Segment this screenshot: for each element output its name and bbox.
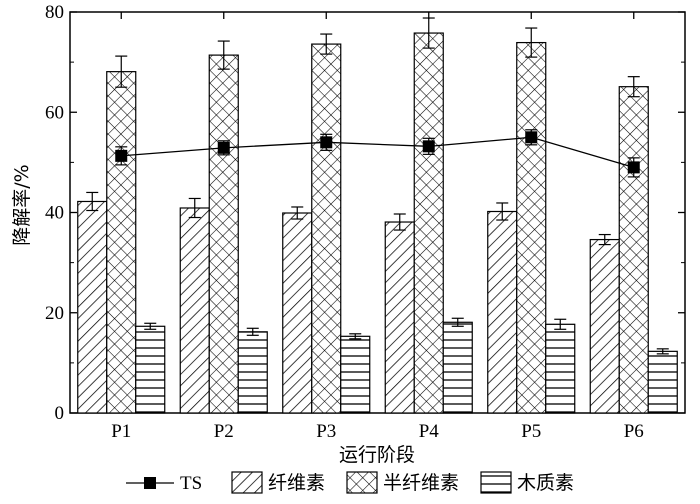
x-tick-label: P4	[419, 421, 440, 442]
legend: TS 纤维素 半纤维素 木质素	[126, 471, 574, 494]
error-bar	[349, 333, 362, 340]
y-axis-title: 降解率/%	[11, 164, 33, 245]
bar-hemicellulose	[618, 86, 649, 414]
error-bar	[86, 191, 99, 212]
x-tick-label: P1	[111, 421, 131, 442]
error-bar	[291, 206, 304, 220]
legend-swatch	[231, 471, 263, 494]
x-tick-label: P2	[214, 421, 234, 442]
legend-swatch	[346, 471, 378, 494]
error-bar	[496, 202, 509, 221]
error-bar	[246, 327, 259, 336]
legend-label-ts: TS	[180, 473, 202, 494]
error-bar	[320, 33, 333, 55]
error-bar	[451, 317, 464, 327]
bar-cellulose	[282, 212, 313, 414]
bar-lignin	[442, 321, 473, 414]
y-tick-label: 80	[45, 2, 64, 23]
error-bar	[598, 233, 611, 246]
error-bar	[422, 17, 435, 49]
ts-point	[525, 131, 538, 144]
legend-swatch	[480, 471, 512, 494]
bar-lignin	[545, 323, 576, 414]
y-tick-label: 0	[55, 403, 65, 424]
error-bar	[217, 40, 230, 70]
error-bar	[144, 322, 157, 330]
bar-lignin	[237, 331, 268, 414]
bar-cellulose	[77, 200, 108, 414]
bar-cellulose	[589, 238, 620, 414]
ts-point	[115, 149, 128, 162]
bar-cellulose	[179, 207, 210, 414]
ts-point	[627, 161, 640, 174]
plot-area: 0 20 40 60 80 P1 P2 P3 P4 P5 P6	[45, 2, 686, 442]
bar-hemicellulose	[106, 71, 137, 414]
bar-lignin	[135, 325, 166, 414]
bar-lignin	[647, 350, 678, 414]
error-bar	[627, 76, 640, 98]
ts-point	[320, 136, 333, 149]
error-bar	[393, 213, 406, 231]
bar-cellulose	[384, 221, 415, 414]
bar-hemicellulose	[311, 43, 342, 414]
error-bar	[525, 27, 538, 58]
legend-label: 木质素	[517, 472, 574, 494]
legend-label: 纤维素	[268, 472, 325, 494]
ts-point	[217, 141, 230, 154]
bar-lignin	[340, 335, 371, 414]
x-tick-label: P3	[316, 421, 336, 442]
error-bar	[554, 318, 567, 330]
x-tick-label: P5	[521, 421, 541, 442]
bar-hemicellulose	[413, 32, 444, 414]
x-tick-label: P6	[624, 421, 644, 442]
error-bar	[656, 348, 669, 355]
y-tick-label: 60	[45, 102, 64, 123]
bar-hemicellulose	[208, 54, 239, 414]
x-axis-title: 运行阶段	[339, 444, 415, 466]
error-bar	[115, 55, 128, 88]
bar-cellulose	[487, 210, 518, 414]
ts-line	[121, 136, 634, 169]
y-tick-label: 40	[45, 203, 64, 224]
y-tick-label: 20	[45, 303, 64, 324]
error-bar	[188, 197, 201, 219]
bar-hemicellulose	[516, 41, 547, 414]
legend-ts-marker	[144, 477, 156, 489]
legend-label: 半纤维素	[383, 472, 459, 494]
ts-point	[422, 140, 435, 153]
